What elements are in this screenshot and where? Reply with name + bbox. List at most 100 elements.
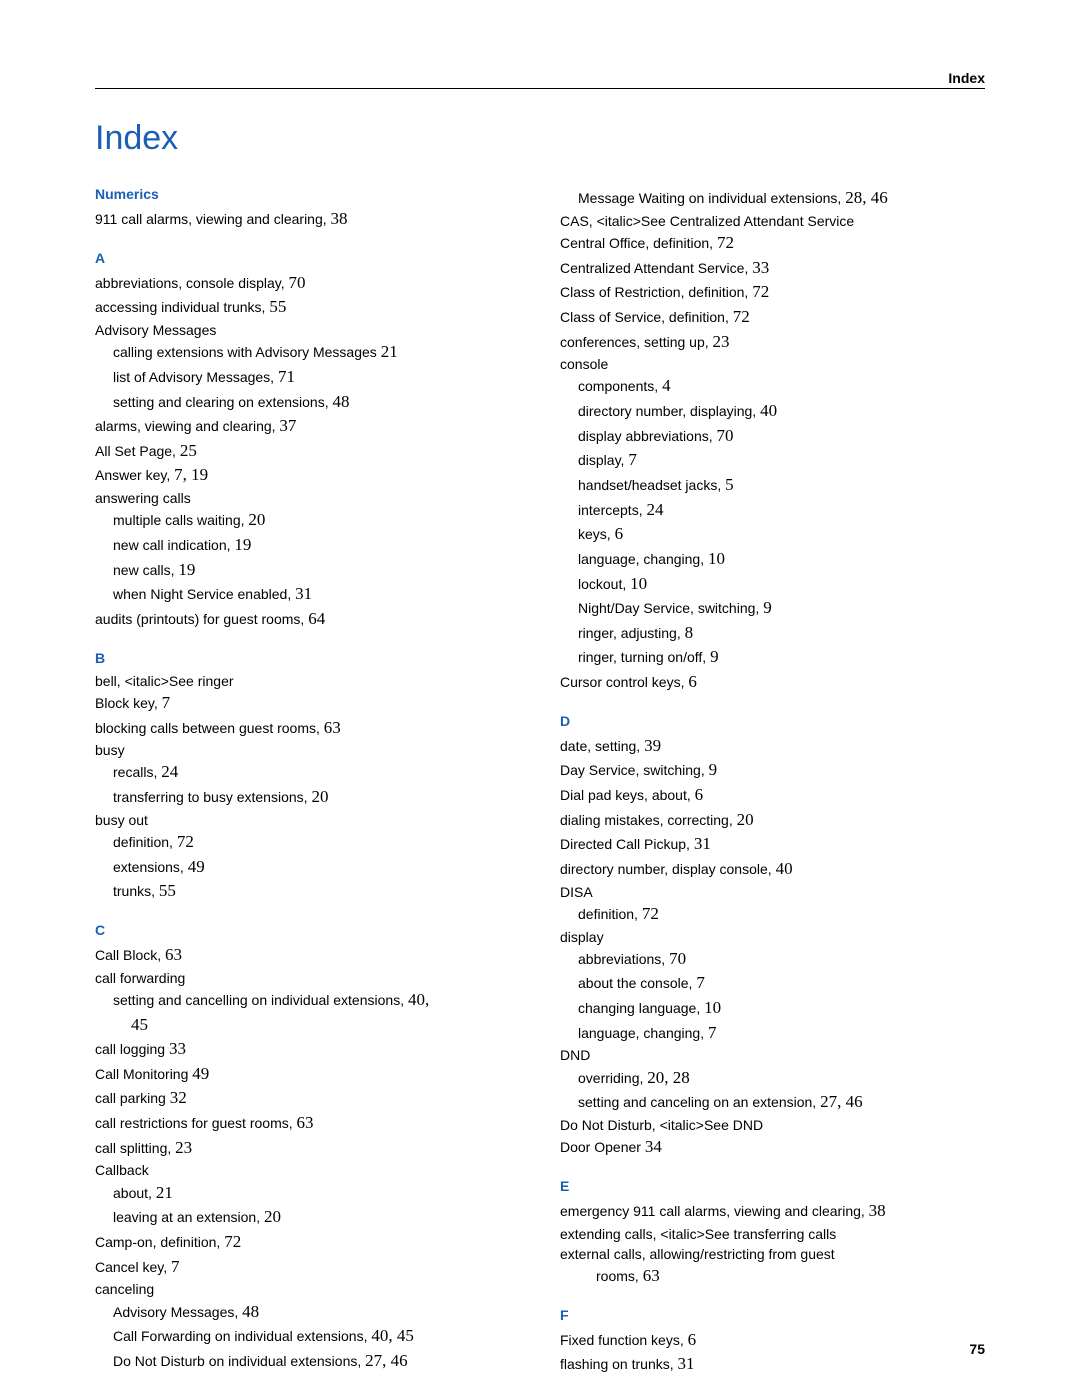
index-entry: call logging 33 [95, 1037, 520, 1062]
index-entry: keys, 6 [578, 522, 985, 547]
page-title: Index [95, 119, 985, 158]
section-letter: A [95, 250, 520, 266]
entry-text: directory number, displaying, [578, 403, 756, 419]
entry-text: about the console, [578, 975, 692, 991]
entry-text: Advisory Messages, [113, 1304, 238, 1320]
entry-pages: 48 [242, 1302, 259, 1321]
index-entry: call parking 32 [95, 1086, 520, 1111]
index-entry: alarms, viewing and clearing, 37 [95, 414, 520, 439]
entry-text: Class of Service, definition, [560, 309, 729, 325]
index-entry: accessing individual trunks, 55 [95, 295, 520, 320]
entry-text: DND [560, 1047, 590, 1063]
index-entry: Class of Restriction, definition, 72 [560, 280, 985, 305]
section-letter: Numerics [95, 186, 520, 202]
index-entry: external calls, allowing/restricting fro… [560, 1244, 985, 1264]
index-column-left: Numerics 911 call alarms, viewing and cle… [95, 186, 520, 1377]
entry-pages: 10 [704, 998, 721, 1017]
entry-text: overriding, [578, 1070, 643, 1086]
entry-pages: 20 [311, 787, 328, 806]
index-entry: definition, 72 [578, 902, 985, 927]
entry-text: call parking [95, 1090, 166, 1106]
entry-text: Class of Restriction, definition, [560, 284, 748, 300]
index-entry: abbreviations, console display, 70 [95, 271, 520, 296]
entry-text: Call Block, [95, 947, 161, 963]
entry-pages: 37 [279, 416, 296, 435]
entry-text: ringer, adjusting, [578, 625, 681, 641]
index-entry: display abbreviations, 70 [578, 424, 985, 449]
index-entry: recalls, 24 [113, 760, 520, 785]
entry-pages: 7 [171, 1257, 180, 1276]
entry-text: date, setting, [560, 738, 640, 754]
entry-pages: 24 [161, 762, 178, 781]
index-entry: answering calls [95, 488, 520, 508]
entry-text: definition, [113, 834, 173, 850]
entry-pages: 49 [192, 1064, 209, 1083]
entry-text: keys, [578, 526, 611, 542]
entry-pages: 45 [131, 1015, 148, 1034]
entry-text: abbreviations, console display, [95, 275, 285, 291]
index-entry: Advisory Messages [95, 320, 520, 340]
entry-text: new calls, [113, 562, 174, 578]
entry-pages: 72 [177, 832, 194, 851]
index-entry: DISA [560, 882, 985, 902]
entry-text: external calls, allowing/restricting fro… [560, 1246, 835, 1262]
entry-pages: 4 [662, 376, 671, 395]
index-entry: components, 4 [578, 374, 985, 399]
entry-text: list of Advisory Messages, [113, 369, 274, 385]
entry-text: audits (printouts) for guest rooms, [95, 611, 304, 627]
index-entry: Call Forwarding on individual extensions… [113, 1324, 520, 1349]
index-entry: abbreviations, 70 [578, 947, 985, 972]
entry-text: call forwarding [95, 970, 185, 986]
entry-pages: 6 [688, 1330, 697, 1349]
index-entry: Answer key, 7, 19 [95, 463, 520, 488]
entry-text: Cancel key, [95, 1259, 167, 1275]
index-entry: Cancel key, 7 [95, 1255, 520, 1280]
page: Index Index Numerics911 call alarms, vie… [0, 0, 1080, 1397]
entry-pages: 7 [696, 973, 705, 992]
entry-text: transferring to busy extensions, [113, 789, 308, 805]
index-entry: Class of Service, definition, 72 [560, 305, 985, 330]
entry-pages: 40 [776, 859, 793, 878]
entry-pages: 10 [708, 549, 725, 568]
index-entry: call forwarding [95, 968, 520, 988]
entry-text: Do Not Disturb, <italic>See DND [560, 1117, 763, 1133]
index-entry: Message Waiting on individual extensions… [578, 186, 985, 211]
entry-pages: 70 [717, 426, 734, 445]
entry-pages: 49 [188, 857, 205, 876]
entry-pages: 33 [752, 258, 769, 277]
entry-pages: 31 [295, 584, 312, 603]
entry-text: Block key, [95, 695, 158, 711]
entry-pages: 6 [615, 524, 624, 543]
entry-text: busy out [95, 812, 148, 828]
entry-text: 911 call alarms, viewing and clearing, [95, 211, 327, 227]
entry-text: Dial pad keys, about, [560, 787, 691, 803]
index-entry: Central Office, definition, 72 [560, 231, 985, 256]
entry-text: setting and cancelling on individual ext… [113, 992, 404, 1008]
index-entry: Advisory Messages, 48 [113, 1300, 520, 1325]
entry-pages: 23 [713, 332, 730, 351]
index-entry: multiple calls waiting, 20 [113, 508, 520, 533]
entry-pages: 9 [709, 760, 718, 779]
entry-text: dialing mistakes, correcting, [560, 812, 733, 828]
entry-pages: 63 [165, 945, 182, 964]
entry-text: lockout, [578, 576, 626, 592]
entry-pages: 27, 46 [365, 1351, 408, 1370]
index-entry: Callback [95, 1160, 520, 1180]
entry-text: ringer, turning on/off, [578, 649, 706, 665]
entry-pages: 33 [169, 1039, 186, 1058]
entry-text: Advisory Messages [95, 322, 216, 338]
entry-text: about, [113, 1185, 152, 1201]
entry-text: display abbreviations, [578, 428, 713, 444]
entry-pages: 10 [630, 574, 647, 593]
entry-pages: 31 [678, 1354, 695, 1373]
entry-text: Cursor control keys, [560, 674, 684, 690]
index-entry: Fixed function keys, 6 [560, 1328, 985, 1353]
entry-pages: 55 [269, 297, 286, 316]
index-entry: Centralized Attendant Service, 33 [560, 256, 985, 281]
index-entry: bell, <italic>See ringer [95, 671, 520, 691]
entry-text: blocking calls between guest rooms, [95, 720, 320, 736]
entry-pages: 7 [628, 450, 637, 469]
entry-text: setting and clearing on extensions, [113, 394, 329, 410]
entry-pages: 72 [642, 904, 659, 923]
index-entry: trunks, 55 [113, 879, 520, 904]
